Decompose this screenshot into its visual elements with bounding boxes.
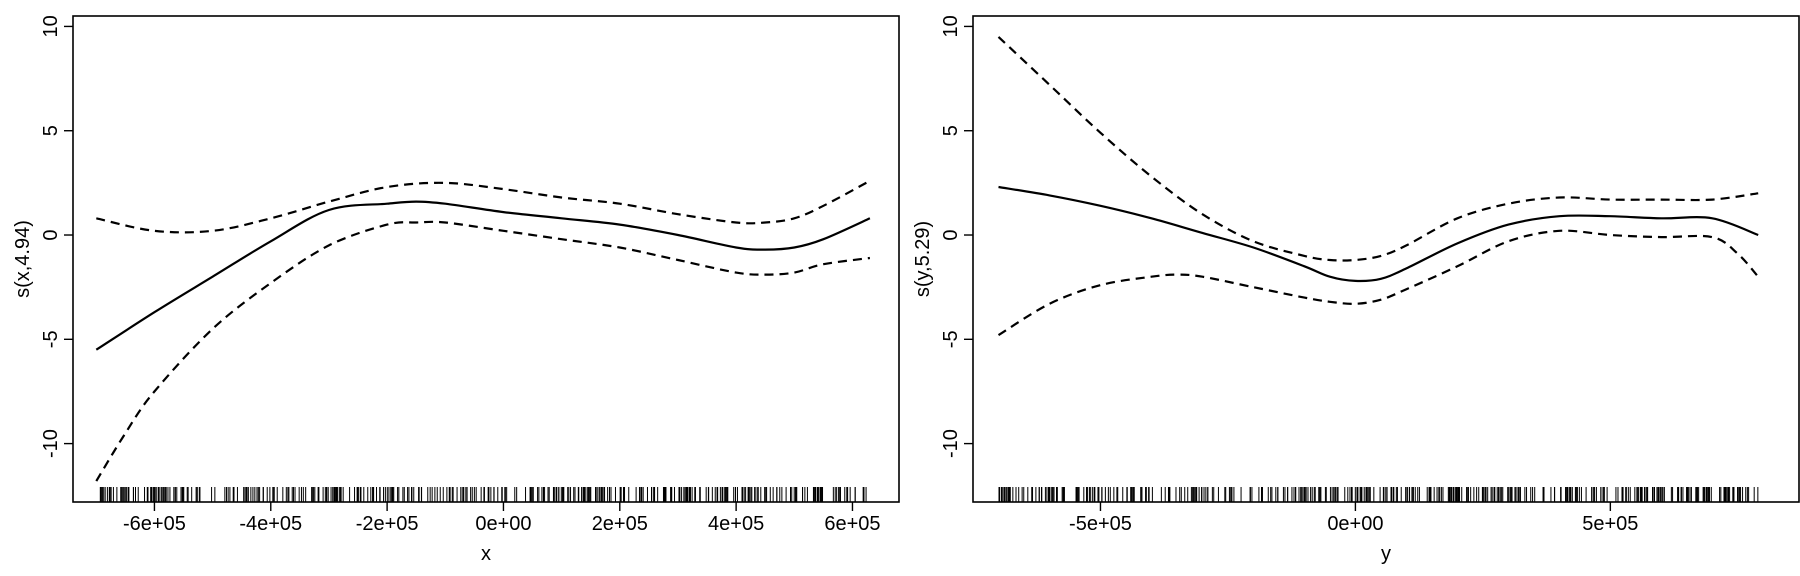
y-tick-label: 0 — [940, 229, 962, 240]
x-tick-label: 6e+05 — [824, 513, 880, 535]
y-tick-label: 10 — [940, 15, 962, 37]
plot-frame — [72, 15, 900, 503]
x-tick-label: 2e+05 — [592, 513, 648, 535]
x-tick-label: 4e+05 — [708, 513, 764, 535]
confidence-band-line — [95, 220, 871, 482]
confidence-band-line — [997, 229, 1760, 337]
right-panel: -5e+05 0e+00 5e+05 -10 -5 0 5 10 y s(y,5.29) — [912, 15, 1800, 565]
y-tick-label: -10 — [40, 429, 62, 458]
smooth-estimate-line — [998, 185, 1759, 283]
x-tick-label: -4e+05 — [239, 513, 302, 535]
rug — [998, 487, 1759, 502]
x-tick-label: -6e+05 — [123, 513, 186, 535]
x-axis-label: y — [1381, 543, 1391, 565]
x-tick-label: -2e+05 — [356, 513, 419, 535]
x-tick-label: 0e+00 — [475, 513, 531, 535]
y-tick-label: -5 — [40, 330, 62, 348]
y-tick-label: 0 — [40, 229, 62, 240]
x-axis-label: x — [481, 543, 491, 565]
confidence-band-line — [997, 36, 1759, 262]
smooth-estimate-line — [95, 200, 871, 351]
y-tick-label: 10 — [40, 15, 62, 37]
rug — [99, 487, 867, 502]
left-panel: -6e+05 -4e+05 -2e+05 0e+00 2e+05 4e+05 6e+05 -1… — [12, 15, 900, 565]
x-tick-label: 0e+00 — [1327, 513, 1383, 535]
y-tick-label: 5 — [940, 125, 962, 136]
y-axis-label: s(y,5.29) — [912, 221, 934, 297]
x-tick-label: 5e+05 — [1582, 513, 1638, 535]
plot-frame — [972, 15, 1800, 503]
y-axis-label: s(x,4.94) — [12, 220, 34, 298]
y-tick-label: 5 — [40, 125, 62, 136]
x-tick-label: -5e+05 — [1069, 513, 1132, 535]
y-tick-label: -5 — [940, 330, 962, 348]
y-tick-label: -10 — [940, 429, 962, 458]
confidence-band-line — [96, 179, 871, 234]
